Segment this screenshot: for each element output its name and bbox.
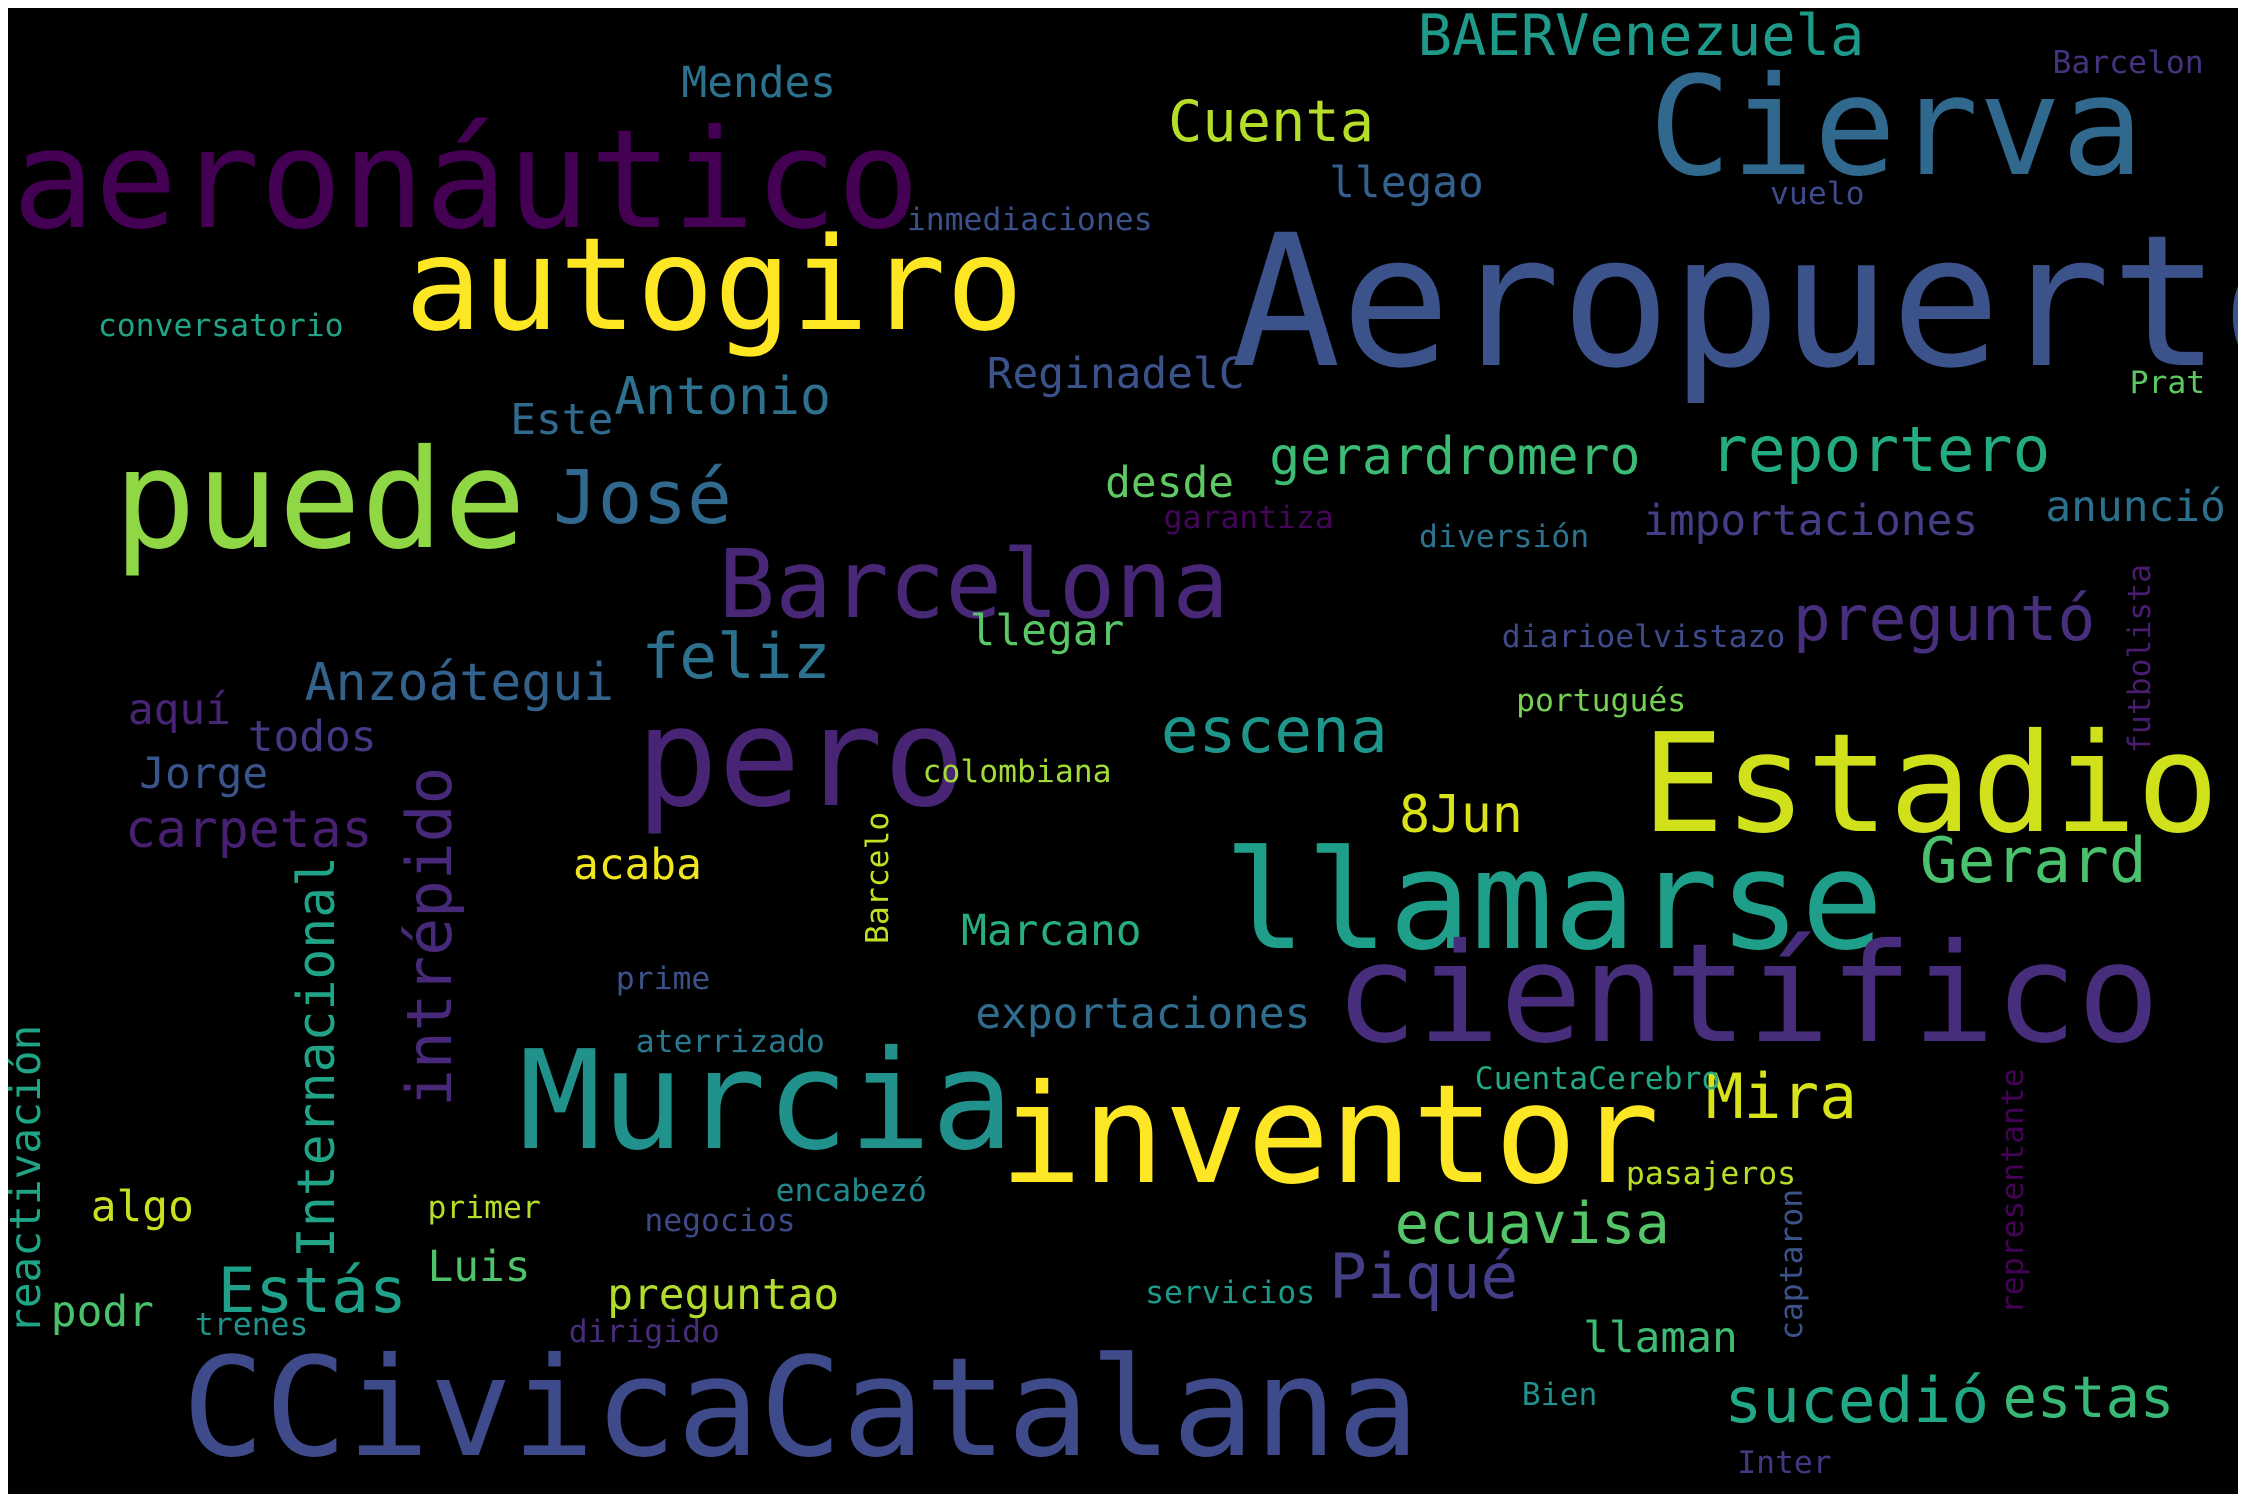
word-todos: todos <box>247 712 377 763</box>
word-jose: José <box>553 453 732 541</box>
word-gerardromero: gerardromero <box>1269 426 1641 487</box>
word-llegao: llegao <box>1329 158 1484 209</box>
word-sucedio: sucedió <box>1724 1363 1990 1437</box>
word-negocios: negocios <box>644 1202 796 1239</box>
word-algo: algo <box>90 1181 194 1232</box>
word-desde: desde <box>1105 457 1235 508</box>
word-primer: primer <box>427 1189 541 1226</box>
word-dirigido: dirigido <box>568 1313 720 1350</box>
word-captaron: captaron <box>1774 1188 1811 1340</box>
word-diarioelvistazo: diarioelvistazo <box>1501 618 1786 655</box>
word-pregunto: preguntó <box>1792 581 2096 655</box>
word-este: Este <box>510 395 614 446</box>
word-aeropuerto: Aeropuerto <box>1230 196 2238 410</box>
word-llegar: llegar <box>969 606 1125 657</box>
word-aeronautico: aeronáutico <box>12 101 920 261</box>
word-prime: prime <box>615 961 711 998</box>
word-trenes: trenes <box>194 1306 309 1343</box>
word-anuncio: anunció <box>2045 482 2226 533</box>
word-inter: Inter <box>1737 1445 1832 1482</box>
word-estadio: Estadio <box>1641 705 2220 865</box>
word-aqui: aquí <box>127 684 231 735</box>
word-prat: Prat <box>2129 364 2206 401</box>
word-mendes: Mendes <box>681 58 837 109</box>
word-portugues: portugués <box>1516 683 1687 720</box>
word-reactivacion: reactivación <box>8 1024 52 1335</box>
word-escena: escena <box>1160 694 1388 768</box>
word-barcelon: Barcelon <box>2052 44 2204 81</box>
word-cloud-canvas: Aeropuerto aeronáutico Cierva autogiro p… <box>8 8 2238 1494</box>
word-estas2: estas <box>2002 1364 2175 1431</box>
word-podr: podr <box>50 1287 154 1338</box>
word-pique: Piqué <box>1329 1239 1519 1313</box>
word-llaman: llaman <box>1583 1312 1738 1363</box>
word-importaciones: importaciones <box>1643 496 1979 547</box>
word-cientifico: científico <box>1334 914 2160 1074</box>
word-aterrizado: aterrizado <box>635 1024 825 1061</box>
word-colombiana: colombiana <box>922 754 1112 791</box>
word-vuelo: vuelo <box>1770 176 1865 213</box>
word-jorge: Jorge <box>139 749 269 800</box>
word-antonio: Antonio <box>614 367 831 427</box>
word-futbolista: futbolista <box>2122 564 2159 754</box>
word-reportero: reportero <box>1710 413 2051 487</box>
word-barcelona: Barcelona <box>718 531 1229 641</box>
word-8jun: 8Jun <box>1399 785 1523 846</box>
word-exportaciones: exportaciones <box>975 988 1311 1039</box>
word-encabezo: encabezó <box>775 1172 927 1209</box>
word-anzoategui: Anzoátegui <box>304 652 615 713</box>
word-puede: puede <box>113 420 527 580</box>
word-gerard: Gerard <box>1919 824 2147 898</box>
word-representante: representante <box>1995 1068 2032 1315</box>
word-pero: pero <box>635 679 966 839</box>
word-acaba: acaba <box>572 840 702 891</box>
word-cuenta: Cuenta <box>1167 88 1375 155</box>
word-barcelo: Barcelo <box>859 812 896 945</box>
word-luis: Luis <box>427 1241 531 1292</box>
word-autogiro: autogiro <box>404 211 1024 361</box>
word-bien: Bien <box>1521 1376 1598 1413</box>
word-inventor: inventor <box>999 1056 1660 1216</box>
word-llamarse: llamarse <box>1223 822 1884 982</box>
word-pasajeros: pasajeros <box>1625 1155 1797 1192</box>
word-intrepido: intrépido <box>392 766 466 1108</box>
word-murcia: Murcia <box>518 1021 1014 1181</box>
word-diversion: diversión <box>1419 518 1590 555</box>
word-baervenezuela: BAERVenezuela <box>1417 8 1865 69</box>
word-feliz: feliz <box>641 620 831 694</box>
word-garantiza: garantiza <box>1163 500 1334 537</box>
word-inmediaciones: inmediaciones <box>906 201 1153 238</box>
word-preguntao: preguntao <box>607 1270 840 1321</box>
word-servicios: servicios <box>1145 1275 1316 1312</box>
word-internacional: Internacional <box>286 856 347 1259</box>
word-marcano: Marcano <box>961 906 1142 957</box>
word-conversatorio: conversatorio <box>97 307 344 344</box>
word-cierva: Cierva <box>1648 48 2144 208</box>
word-ccivicacatalana: CCivicaCatalana <box>182 1328 1420 1488</box>
word-ecuavisa: ecuavisa <box>1394 1190 1670 1257</box>
word-cuentacerebro: CuentaCerebro <box>1474 1061 1721 1098</box>
word-estas: Estás <box>217 1253 407 1327</box>
word-mira: Mira <box>1705 1059 1858 1133</box>
word-reginadelc: ReginadelC <box>986 349 1245 400</box>
word-carpetas: carpetas <box>124 799 373 860</box>
